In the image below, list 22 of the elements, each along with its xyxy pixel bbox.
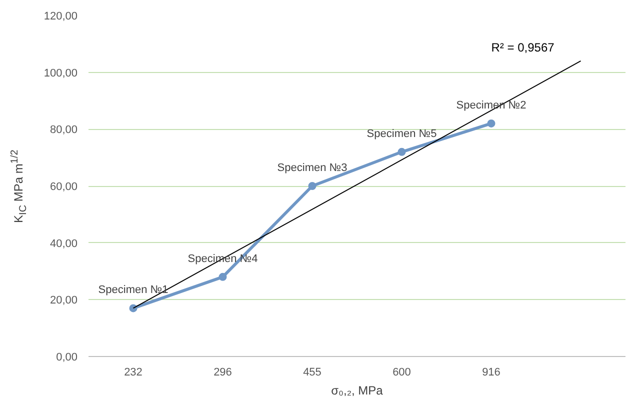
x-tick-label: 600 [392, 366, 411, 378]
y-tick-label: 40,00 [50, 238, 78, 250]
point [487, 119, 496, 128]
x-tick-label: 296 [214, 366, 232, 378]
y-tick-label: 60,00 [50, 181, 78, 193]
y-tick-label: 120,00 [44, 10, 78, 22]
annotation: Specimen №1 [98, 284, 168, 296]
y-tick-label: 20,00 [50, 294, 78, 307]
x-axis-title: σ₀,₂, MPa [331, 384, 384, 398]
point [308, 182, 316, 190]
annotation: Specimen №3 [277, 162, 348, 174]
x-tick-label: 232 [124, 366, 142, 378]
annotation: Specimen №5 [366, 128, 437, 140]
x-tick-label: 916 [482, 366, 500, 378]
x-tick-label: 455 [303, 366, 322, 378]
point [218, 272, 227, 281]
point [398, 148, 406, 156]
point [129, 304, 138, 312]
annotation: R² = 0,9567 [491, 40, 555, 55]
y-tick-label: 0,00 [56, 352, 78, 364]
y-tick-label: 80,00 [50, 124, 78, 136]
y-tick-label: 100,00 [44, 67, 78, 80]
